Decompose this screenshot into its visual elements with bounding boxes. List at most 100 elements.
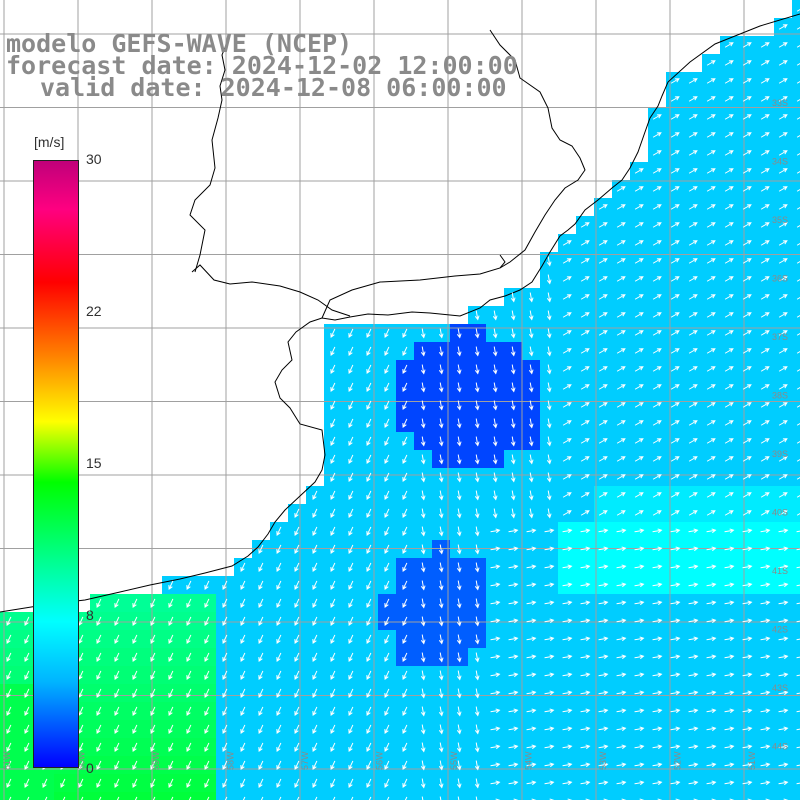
wind-arrow (366, 508, 372, 519)
wind-arrow (6, 724, 12, 735)
wind-arrow (652, 150, 662, 156)
wind-arrow (634, 276, 644, 282)
wind-arrow (670, 348, 680, 354)
wind-arrow (706, 60, 716, 66)
wind-arrow (580, 654, 591, 660)
wind-arrow (634, 366, 644, 372)
wind-arrow (616, 618, 627, 624)
wind-arrow (294, 562, 300, 573)
wind-arrow (652, 456, 662, 462)
wind-cell (792, 756, 800, 775)
wind-arrow (276, 616, 282, 627)
wind-cell (792, 450, 800, 469)
wind-arrow (508, 600, 519, 606)
wind-arrow (420, 364, 426, 375)
wind-cell (792, 630, 800, 649)
wind-arrow (421, 796, 424, 800)
wind-arrow (652, 438, 662, 444)
wind-arrow (778, 474, 788, 480)
wind-arrow (778, 204, 788, 210)
wind-arrow (778, 330, 788, 336)
wind-arrow (562, 708, 573, 714)
wind-arrow (294, 526, 300, 537)
wind-cell (378, 792, 397, 800)
wind-arrow (150, 742, 156, 753)
wind-arrow (598, 528, 609, 534)
wind-arrow (240, 778, 246, 789)
wind-arrow (652, 240, 662, 246)
wind-cell (216, 792, 235, 800)
wind-arrow (670, 564, 681, 570)
wind-arrow (384, 724, 390, 735)
wind-arrow (562, 492, 572, 498)
wind-arrow (384, 562, 390, 573)
wind-arrow (670, 96, 680, 102)
wind-arrow (204, 616, 210, 627)
wind-cell (36, 792, 55, 800)
wind-arrow (562, 780, 573, 786)
wind-arrow (456, 364, 462, 375)
wind-arrow (724, 708, 735, 714)
wind-arrow (706, 78, 716, 84)
wind-arrow (760, 618, 771, 624)
wind-arrow (670, 402, 680, 408)
wind-cell (792, 432, 800, 451)
wind-arrow (652, 366, 662, 372)
wind-arrow (96, 688, 102, 699)
wind-arrow (760, 168, 770, 174)
wind-arrow (778, 402, 788, 408)
wind-arrow (670, 114, 680, 120)
wind-arrow (526, 528, 537, 534)
wind-arrow (384, 418, 390, 429)
wind-cell (792, 360, 800, 379)
wind-arrow (348, 598, 354, 609)
wind-arrow (688, 132, 698, 138)
wind-arrow (384, 670, 390, 681)
wind-arrow (258, 652, 264, 663)
wind-arrow (114, 670, 120, 681)
wind-arrow (706, 672, 717, 678)
wind-arrow (96, 760, 102, 771)
wind-arrow (276, 634, 282, 645)
wind-arrow (510, 310, 516, 321)
wind-arrow (526, 726, 537, 732)
wind-arrow (366, 742, 372, 753)
wind-arrow (796, 225, 800, 228)
wind-arrow (688, 528, 699, 534)
wind-arrow (474, 364, 480, 375)
wind-arrow (420, 724, 426, 735)
wind-arrow (598, 690, 609, 696)
wind-arrow (474, 616, 480, 627)
wind-cell (792, 18, 800, 37)
wind-arrow (778, 600, 789, 606)
wind-arrow (562, 672, 573, 678)
wind-arrow (114, 778, 120, 789)
wind-arrow (384, 544, 390, 555)
wind-arrow (670, 744, 681, 750)
wind-arrow (222, 778, 228, 789)
wind-arrow (260, 796, 264, 800)
wind-arrow (724, 384, 734, 390)
wind-arrow (528, 346, 534, 357)
wind-cell (162, 792, 181, 800)
wind-arrow (616, 546, 627, 552)
wind-arrow (475, 796, 478, 800)
wind-arrow (24, 616, 30, 627)
wind-arrow (742, 168, 752, 174)
wind-cell (792, 306, 800, 325)
wind-arrow (24, 778, 30, 789)
wind-cell (666, 792, 685, 800)
wind-arrow (670, 528, 681, 534)
wind-arrow (330, 616, 336, 627)
wind-arrow (402, 400, 408, 411)
wind-arrow (562, 690, 573, 696)
wind-arrow (562, 618, 573, 624)
wind-arrow (150, 652, 156, 663)
wind-arrow (616, 204, 626, 210)
wind-arrow (134, 796, 138, 800)
wind-arrow (366, 400, 372, 411)
wind-arrow (778, 312, 788, 318)
wind-arrow (456, 688, 462, 699)
wind-arrow (294, 652, 300, 663)
wind-arrow (544, 762, 555, 768)
